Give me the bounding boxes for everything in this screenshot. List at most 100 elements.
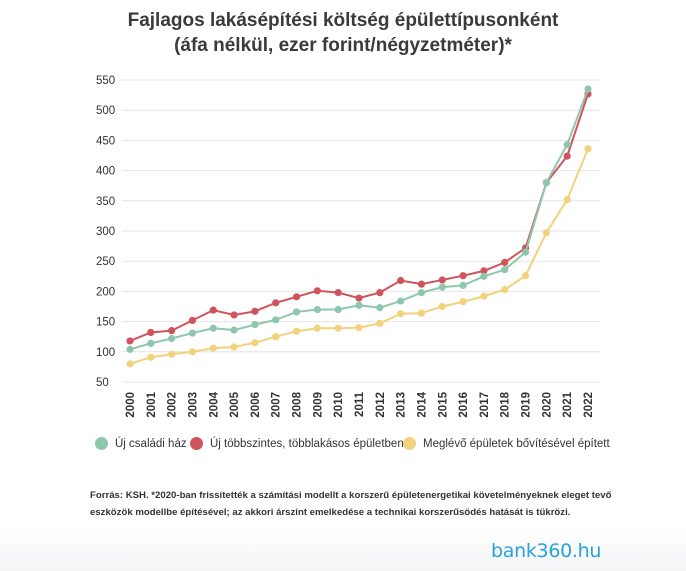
source-note: Forrás: KSH. *2020-ban frissítették a sz…	[90, 490, 612, 518]
data-point	[417, 289, 426, 297]
data-point	[292, 327, 301, 335]
data-point	[188, 329, 197, 337]
data-point	[334, 324, 342, 332]
y-tick-label: 250	[96, 256, 115, 268]
data-point	[147, 353, 155, 361]
legend-swatch-csaladi-haz	[95, 437, 108, 450]
data-point	[188, 348, 197, 356]
footer-background	[0, 531, 686, 571]
data-point	[313, 324, 321, 332]
y-tick-label: 300	[96, 226, 115, 238]
data-point	[168, 350, 176, 358]
data-point	[376, 289, 384, 297]
x-tick-label: 2004	[208, 391, 220, 417]
data-point	[584, 145, 592, 153]
y-tick-label: 150	[96, 317, 115, 329]
data-point	[438, 283, 446, 291]
data-point	[251, 321, 259, 329]
data-point	[459, 272, 467, 280]
data-point	[521, 272, 530, 280]
legend-item-tobbszintes: Új többszintes, többlakásos épületben	[190, 437, 404, 450]
data-point	[521, 248, 530, 256]
data-point	[459, 298, 467, 306]
data-point	[376, 319, 384, 328]
x-tick-label: 2014	[416, 391, 428, 417]
data-point	[438, 302, 446, 311]
x-tick-label: 2017	[479, 392, 491, 418]
data-point	[417, 309, 426, 317]
y-tick-label: 350	[96, 196, 115, 208]
data-point	[209, 344, 217, 352]
data-point	[334, 289, 342, 297]
data-point	[563, 152, 571, 160]
data-point	[126, 345, 134, 353]
data-point	[563, 141, 571, 149]
data-point	[168, 327, 176, 335]
x-tick-label: 2013	[396, 392, 408, 418]
x-tick-label: 2019	[521, 392, 533, 418]
y-tick-label: 100	[96, 347, 115, 359]
x-tick-label: 2003	[187, 392, 199, 418]
y-tick-label: 400	[96, 166, 115, 178]
data-point	[563, 195, 571, 204]
x-tick-label: 2006	[250, 392, 262, 418]
data-point	[292, 293, 301, 301]
data-point	[230, 326, 238, 334]
x-tick-label: 2010	[333, 392, 345, 418]
y-tick-label: 200	[96, 286, 115, 298]
x-tick-label: 2011	[354, 391, 366, 417]
x-tick-label: 2018	[500, 391, 512, 417]
legend-label-bovites: Meglévő épületek bővítésével épített	[423, 437, 610, 450]
grid-lines	[122, 79, 600, 383]
x-tick-label: 2012	[375, 392, 387, 418]
legend-swatch-bovites	[403, 437, 416, 450]
data-point	[397, 310, 405, 318]
data-point	[397, 297, 405, 305]
data-point	[417, 280, 426, 288]
data-point	[209, 306, 217, 314]
data-point	[313, 287, 321, 295]
series-group	[126, 85, 592, 368]
y-tick-label: 450	[96, 135, 115, 147]
data-point	[230, 311, 238, 319]
data-point	[209, 324, 217, 332]
data-point	[230, 343, 238, 351]
x-tick-label: 2009	[312, 392, 324, 418]
legend-label-csaladi-haz: Új családi ház	[115, 437, 187, 450]
data-point	[438, 276, 446, 284]
data-point	[355, 301, 363, 309]
y-tick-label: 500	[96, 105, 115, 117]
data-point	[251, 307, 259, 315]
data-point	[542, 179, 550, 187]
x-axis-ticks: 2000 2001 2002 2003 2004 2005 2006 2007 2008 2009…	[125, 391, 595, 417]
chart-title: Fajlagos lakásépítési költség épülettípu…	[0, 8, 686, 58]
data-point	[584, 85, 592, 93]
series-line	[129, 88, 589, 351]
x-tick-label: 2002	[167, 392, 179, 418]
data-point	[147, 328, 155, 337]
data-point	[501, 285, 509, 294]
x-tick-label: 2000	[125, 392, 137, 418]
x-tick-label: 2021	[562, 391, 574, 417]
y-axis-ticks: 50 100 150 200 250 300 350 400 450 500 550	[96, 75, 115, 389]
data-point	[480, 272, 488, 280]
data-point	[251, 339, 259, 347]
data-point	[501, 258, 509, 267]
data-point	[272, 299, 280, 307]
data-point	[355, 294, 363, 302]
x-tick-label: 2005	[229, 391, 241, 417]
legend-swatch-tobbszintes	[190, 437, 203, 450]
bank360-logo: bank360.hu	[491, 540, 602, 562]
data-point	[334, 305, 342, 314]
x-tick-label: 2008	[292, 391, 304, 417]
data-point	[480, 267, 488, 275]
x-tick-label: 2020	[541, 392, 553, 418]
data-point	[480, 292, 488, 300]
data-point	[313, 305, 321, 314]
x-tick-label: 2007	[271, 392, 283, 418]
data-point	[147, 339, 155, 347]
x-tick-label: 2022	[583, 392, 595, 418]
data-point	[188, 316, 197, 324]
data-point	[168, 334, 176, 343]
